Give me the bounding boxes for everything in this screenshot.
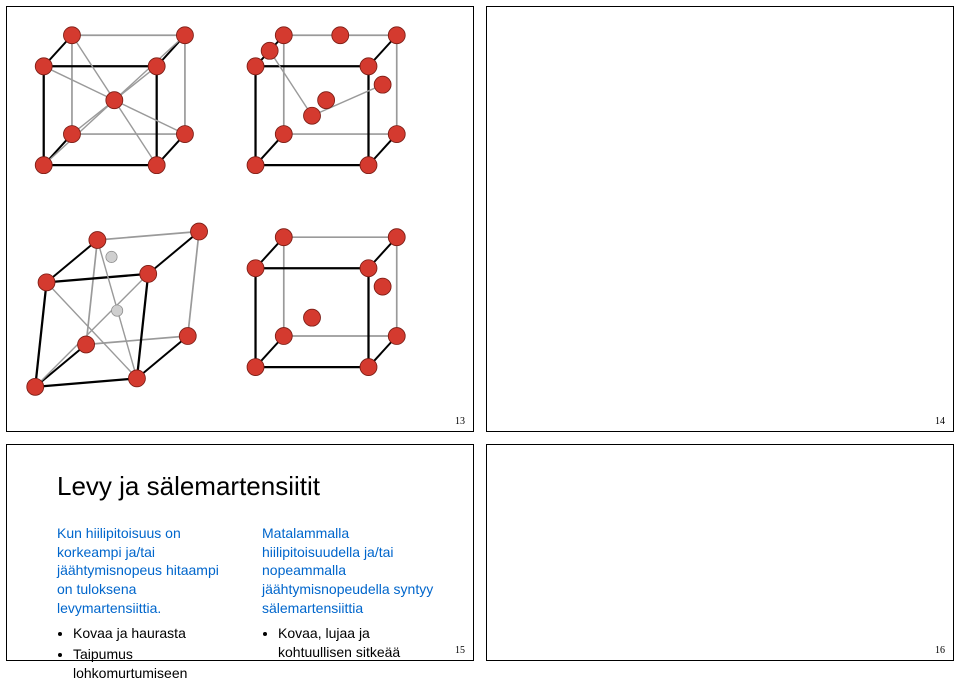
two-column-layout: Kun hiilipitoisuus on korkeampi ja/tai j…	[57, 524, 439, 685]
right-column: Matalammalla hiilipitoisuudella ja/tai n…	[262, 524, 439, 685]
left-bullets: Kovaa ja haurasta Taipumus lohkomurtumis…	[57, 624, 234, 683]
slide-title: Levy ja sälemartensiitit	[57, 471, 439, 502]
left-column: Kun hiilipitoisuus on korkeampi ja/tai j…	[57, 524, 234, 685]
slide-content: Levy ja sälemartensiitit Kun hiilipitois…	[7, 445, 473, 660]
left-intro: Kun hiilipitoisuus on korkeampi ja/tai j…	[57, 524, 234, 618]
lattice-diagram	[7, 7, 473, 431]
page-number: 16	[935, 645, 945, 656]
list-item: Taipumus lohkomurtumiseen	[73, 645, 234, 683]
panel-16: 16	[486, 444, 954, 661]
page-number: 14	[935, 416, 945, 427]
panel-14: 14	[486, 6, 954, 432]
list-item: Kovaa, lujaa ja kohtuullisen sitkeää	[278, 624, 439, 662]
slide-grid: 13 14 Levy ja sälemartensiitit Kun hiili…	[0, 0, 960, 667]
right-intro: Matalammalla hiilipitoisuudella ja/tai n…	[262, 524, 439, 618]
panel-15: Levy ja sälemartensiitit Kun hiilipitois…	[6, 444, 474, 661]
panel-13: 13	[6, 6, 474, 432]
list-item: Kovaa ja haurasta	[73, 624, 234, 643]
right-bullets: Kovaa, lujaa ja kohtuullisen sitkeää	[262, 624, 439, 662]
page-number: 15	[455, 645, 465, 656]
page-number: 13	[455, 416, 465, 427]
